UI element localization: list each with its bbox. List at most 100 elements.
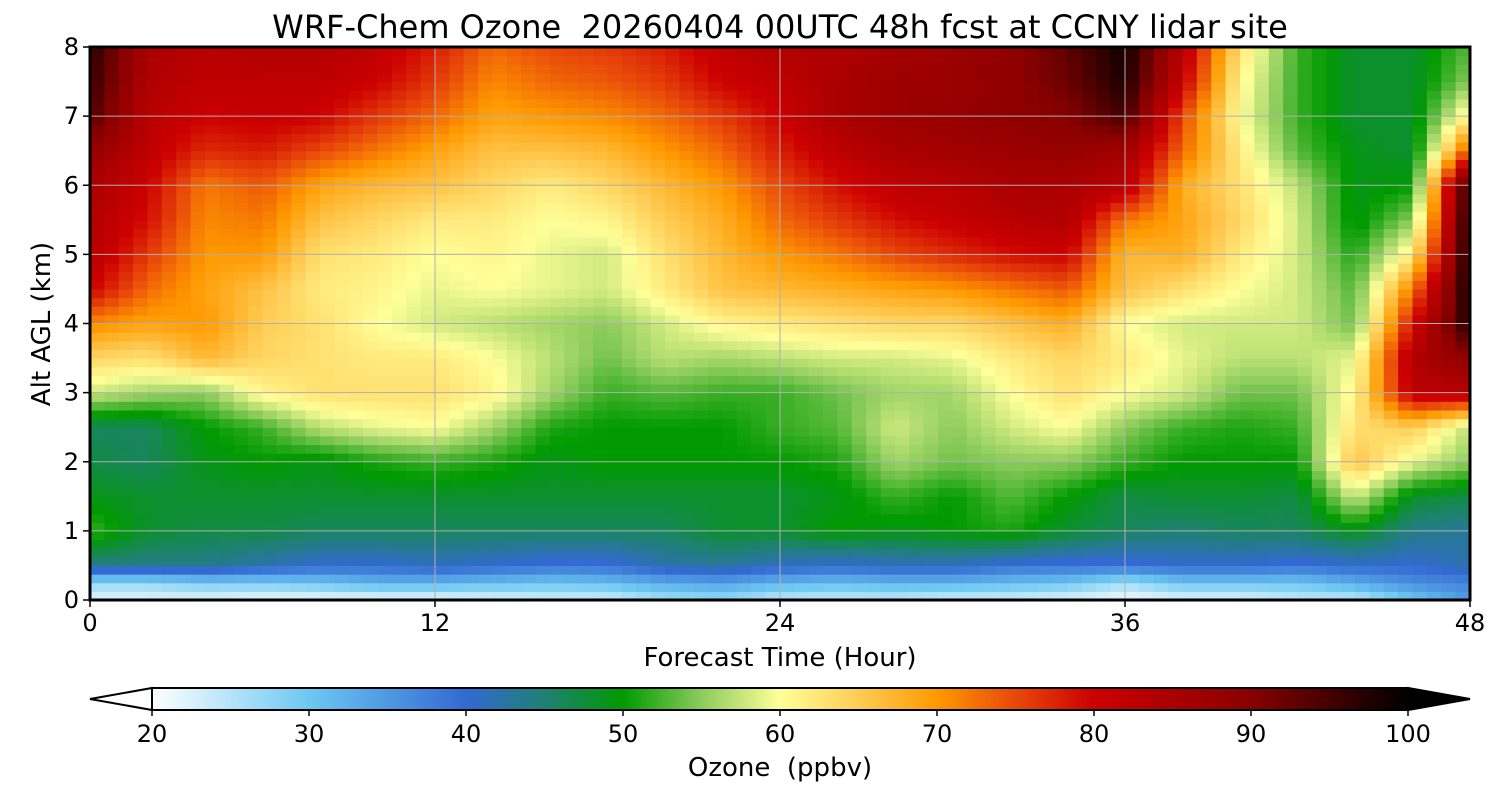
- heat-cell: [923, 366, 939, 376]
- heat-cell: [334, 107, 350, 117]
- heat-cell: [190, 306, 206, 316]
- heat-cell: [794, 72, 810, 83]
- heat-cell: [564, 539, 580, 549]
- heat-cell: [478, 72, 494, 83]
- heat-cell: [851, 591, 867, 600]
- heat-cell: [837, 314, 853, 325]
- heat-cell: [564, 582, 580, 592]
- heat-cell: [593, 366, 609, 376]
- heat-cell: [133, 444, 149, 454]
- heat-cell: [463, 409, 479, 420]
- heat-cell: [363, 349, 379, 359]
- heat-cell: [391, 254, 407, 264]
- heat-cell: [492, 72, 508, 83]
- heat-cell: [104, 574, 120, 584]
- heat-cell: [133, 349, 149, 359]
- heat-cell: [708, 176, 724, 186]
- heat-cell: [248, 72, 264, 83]
- heat-cell: [607, 582, 623, 592]
- heat-cell: [780, 383, 795, 394]
- heat-cell: [276, 245, 292, 255]
- heat-cell: [535, 548, 551, 558]
- heat-cell: [521, 81, 537, 91]
- heat-cell: [205, 64, 220, 74]
- heat-cell: [650, 435, 666, 446]
- heat-cell: [478, 263, 494, 273]
- heat-cell: [650, 263, 666, 273]
- heat-cell: [880, 401, 896, 411]
- heat-cell: [621, 142, 637, 152]
- heat-cell: [607, 591, 623, 600]
- heat-cell: [621, 72, 637, 83]
- heat-cell: [823, 142, 839, 152]
- heat-cell: [837, 470, 853, 480]
- heat-cell: [391, 124, 407, 135]
- heat-cell: [1139, 90, 1155, 100]
- heat-cell: [1153, 496, 1169, 506]
- heat-cell: [981, 496, 997, 506]
- heat-cell: [1168, 254, 1184, 264]
- heat-cell: [708, 323, 724, 333]
- heat-cell: [708, 245, 724, 255]
- heat-cell: [765, 193, 781, 204]
- heat-cell: [363, 539, 379, 549]
- heat-cell: [478, 496, 494, 506]
- heat-cell: [923, 306, 939, 316]
- heat-cell: [693, 582, 709, 592]
- heat-cell: [1153, 288, 1169, 299]
- heat-cell: [823, 574, 839, 584]
- heat-cell: [650, 167, 666, 178]
- heat-cell: [808, 55, 824, 65]
- heat-cell: [205, 565, 220, 575]
- heat-cell: [621, 133, 637, 143]
- heat-cell: [449, 427, 465, 437]
- heat-cell: [521, 375, 537, 385]
- heat-cell: [909, 193, 925, 204]
- heat-cell: [233, 150, 249, 160]
- heat-cell: [348, 167, 364, 178]
- heat-cell: [650, 461, 666, 471]
- heat-cell: [679, 435, 695, 446]
- heat-cell: [90, 522, 105, 532]
- heat-cell: [780, 409, 795, 420]
- heat-cell: [420, 193, 436, 204]
- heat-cell: [1196, 340, 1212, 351]
- heat-cell: [90, 133, 105, 143]
- heat-cell: [205, 245, 220, 255]
- heat-cell: [262, 513, 278, 523]
- heat-cell: [1038, 444, 1054, 454]
- heat-cell: [406, 254, 422, 264]
- heat-cell: [506, 245, 522, 255]
- heat-cell: [90, 479, 105, 489]
- heat-cell: [1053, 427, 1069, 437]
- heat-cell: [909, 47, 925, 57]
- heat-cell: [363, 479, 379, 489]
- heat-cell: [535, 280, 551, 290]
- heat-cell: [938, 124, 954, 135]
- heat-cell: [823, 116, 839, 126]
- heat-cell: [550, 98, 565, 109]
- heat-cell: [248, 64, 264, 74]
- heat-cell: [535, 116, 551, 126]
- heat-cell: [880, 366, 896, 376]
- heat-cell: [1067, 487, 1083, 497]
- heat-cell: [665, 237, 680, 247]
- heat-cell: [607, 133, 623, 143]
- heat-cell: [952, 375, 968, 385]
- heat-cell: [176, 582, 192, 592]
- heat-cell: [1096, 47, 1112, 57]
- heat-cell: [808, 271, 824, 281]
- heat-cell: [808, 340, 824, 351]
- heat-cell: [348, 55, 364, 65]
- heat-cell: [837, 539, 853, 549]
- heat-cell: [478, 323, 494, 333]
- heat-cell: [679, 306, 695, 316]
- heat-cell: [190, 297, 206, 307]
- heat-cell: [190, 64, 206, 74]
- heat-cell: [377, 332, 393, 342]
- heat-cell: [1182, 116, 1198, 126]
- heat-cell: [118, 418, 134, 428]
- heat-cell: [420, 470, 436, 480]
- heat-cell: [650, 539, 666, 549]
- heat-cell: [305, 513, 321, 523]
